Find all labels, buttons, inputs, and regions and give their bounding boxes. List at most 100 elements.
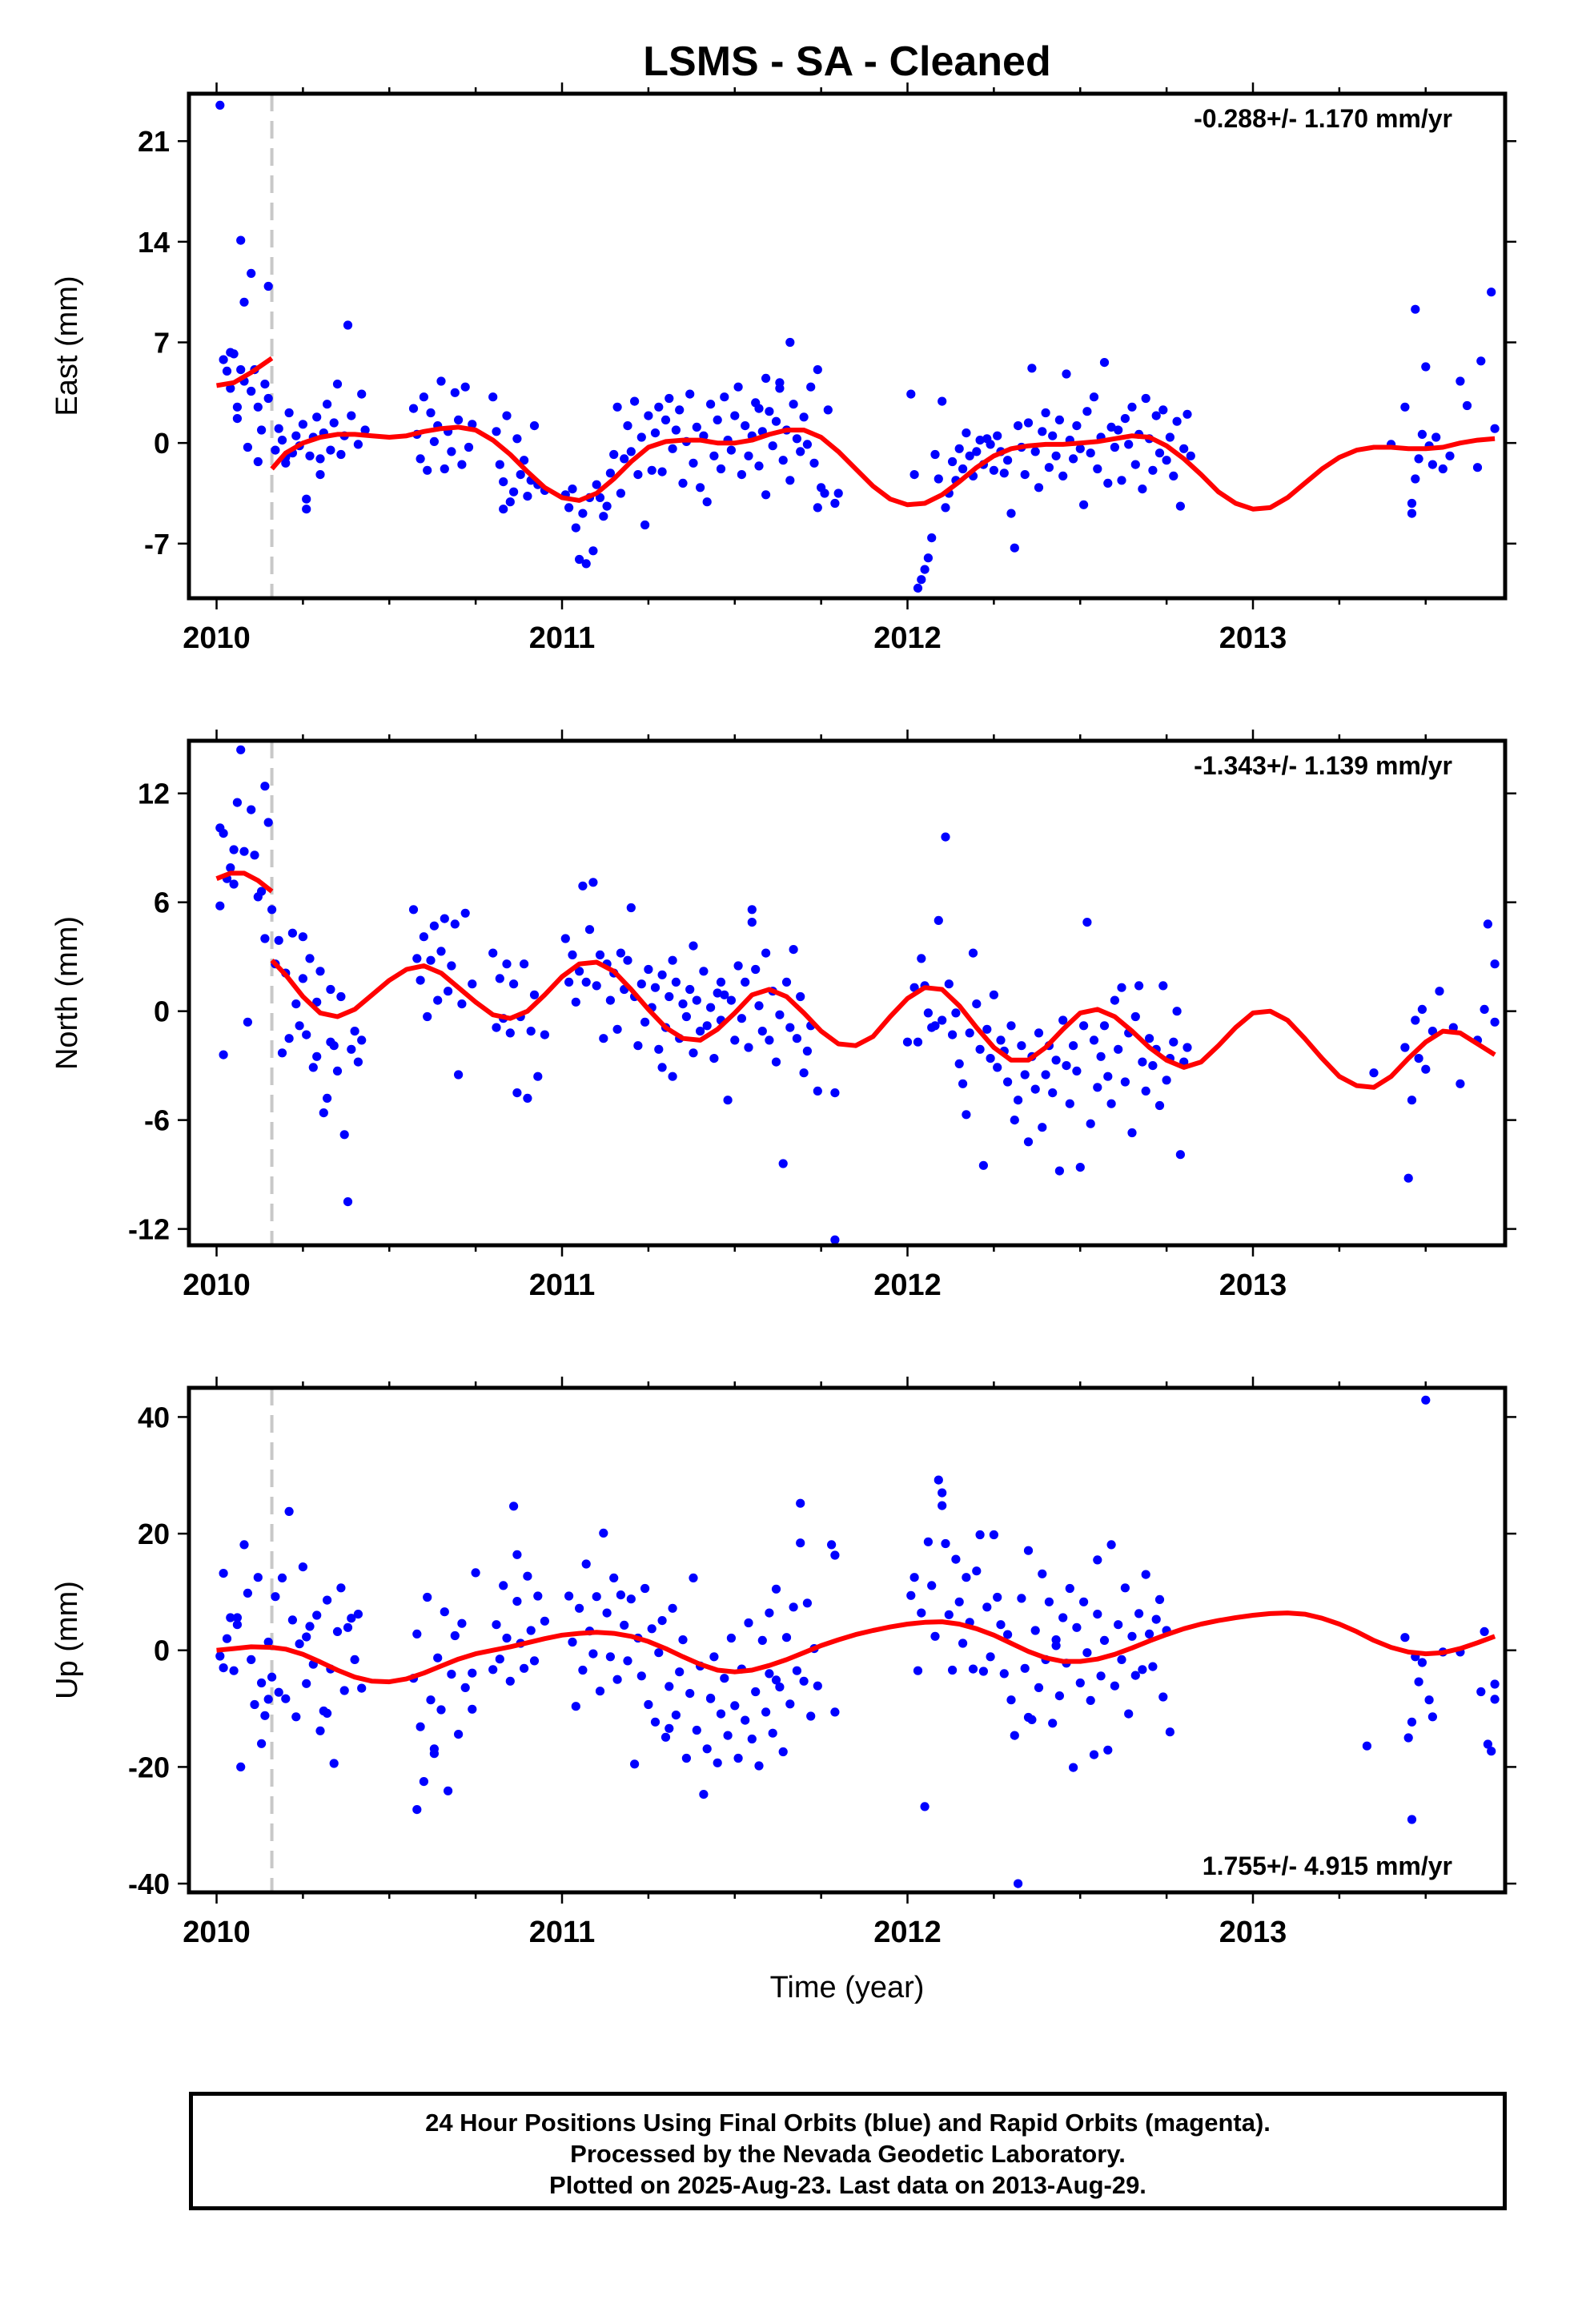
- data-point: [263, 1695, 273, 1704]
- data-point: [605, 468, 616, 478]
- data-point: [267, 1672, 277, 1682]
- data-point: [588, 1649, 598, 1659]
- data-point: [1020, 1663, 1030, 1673]
- data-point: [789, 1602, 798, 1612]
- data-point: [1151, 1614, 1161, 1624]
- data-point: [999, 1669, 1009, 1679]
- data-point: [636, 1671, 646, 1681]
- data-point: [982, 1024, 992, 1034]
- data-point: [284, 408, 294, 418]
- data-point: [785, 1699, 795, 1709]
- data-point: [560, 934, 570, 943]
- data-point: [436, 947, 446, 956]
- data-point: [813, 1086, 822, 1096]
- data-point: [1145, 1034, 1154, 1043]
- data-point: [972, 447, 982, 456]
- data-point: [581, 1559, 591, 1569]
- data-point: [419, 1777, 429, 1787]
- data-point: [499, 505, 508, 514]
- data-point: [678, 478, 688, 489]
- data-point: [1086, 1119, 1095, 1128]
- x-tick-label: 2013: [1219, 1916, 1287, 1949]
- data-point: [713, 1758, 722, 1767]
- data-point: [1103, 478, 1113, 489]
- data-point: [429, 921, 440, 931]
- data-point: [1154, 1100, 1165, 1111]
- data-point: [1010, 543, 1019, 553]
- data-point: [923, 553, 933, 563]
- data-point: [602, 501, 612, 511]
- data-point: [1110, 1681, 1119, 1691]
- data-point: [930, 449, 940, 460]
- data-point: [1044, 463, 1054, 472]
- data-point: [302, 1632, 311, 1642]
- data-point: [799, 1676, 809, 1686]
- data-point: [1072, 1622, 1082, 1632]
- data-point: [989, 1530, 998, 1540]
- data-point: [1172, 416, 1182, 426]
- data-point: [1141, 1570, 1150, 1579]
- data-point: [775, 1683, 785, 1692]
- data-point: [1407, 509, 1417, 518]
- data-point: [675, 405, 685, 415]
- data-point: [747, 905, 757, 915]
- data-point: [247, 1655, 256, 1664]
- data-point: [612, 402, 622, 412]
- data-point: [295, 1639, 304, 1649]
- data-point: [239, 846, 249, 856]
- data-point: [954, 444, 964, 453]
- data-point: [495, 460, 504, 469]
- data-point: [450, 1630, 460, 1641]
- data-point: [706, 1693, 716, 1703]
- data-point: [706, 1003, 716, 1012]
- data-point: [599, 1528, 608, 1538]
- data-point: [958, 1079, 968, 1088]
- data-point: [250, 850, 259, 860]
- data-point: [733, 961, 743, 971]
- data-point: [1165, 432, 1174, 442]
- data-point: [802, 1046, 813, 1056]
- data-point: [771, 1675, 781, 1685]
- data-point: [820, 489, 829, 498]
- data-point: [1438, 464, 1447, 474]
- data-point: [347, 1614, 356, 1623]
- data-point: [592, 480, 601, 489]
- data-point: [1427, 1027, 1437, 1036]
- data-point: [1483, 919, 1492, 929]
- data-point: [1086, 448, 1095, 458]
- data-point: [754, 1761, 764, 1771]
- data-point: [1051, 1641, 1061, 1651]
- data-point: [533, 1072, 543, 1081]
- data-point: [1030, 1084, 1040, 1094]
- data-point: [287, 928, 297, 938]
- data-point: [796, 447, 805, 456]
- data-point: [564, 1591, 574, 1601]
- data-point: [1044, 1597, 1054, 1606]
- data-point: [692, 1725, 701, 1735]
- data-point: [219, 1663, 228, 1673]
- data-point: [357, 389, 367, 399]
- data-point: [350, 1027, 359, 1036]
- data-point: [599, 512, 608, 521]
- data-point: [1456, 376, 1465, 386]
- data-point: [222, 366, 232, 376]
- data-point: [796, 991, 805, 1002]
- data-point: [938, 1488, 947, 1498]
- data-point: [778, 456, 788, 465]
- data-point: [1041, 1070, 1050, 1080]
- data-point: [1003, 1630, 1013, 1639]
- data-point: [533, 1591, 543, 1601]
- data-point: [1099, 1635, 1110, 1645]
- data-point: [492, 1023, 501, 1032]
- data-point: [927, 1581, 937, 1590]
- data-point: [1127, 1128, 1137, 1138]
- x-axis-label: Time (year): [770, 1971, 925, 2004]
- east-rate-label: -0.288+/- 1.170 mm/yr: [1194, 104, 1452, 133]
- data-point: [809, 458, 819, 468]
- data-point: [312, 1610, 322, 1620]
- data-point: [1014, 1096, 1023, 1105]
- data-point: [326, 445, 335, 455]
- data-point: [1490, 424, 1500, 433]
- data-point: [771, 1584, 781, 1594]
- data-point: [944, 1610, 954, 1619]
